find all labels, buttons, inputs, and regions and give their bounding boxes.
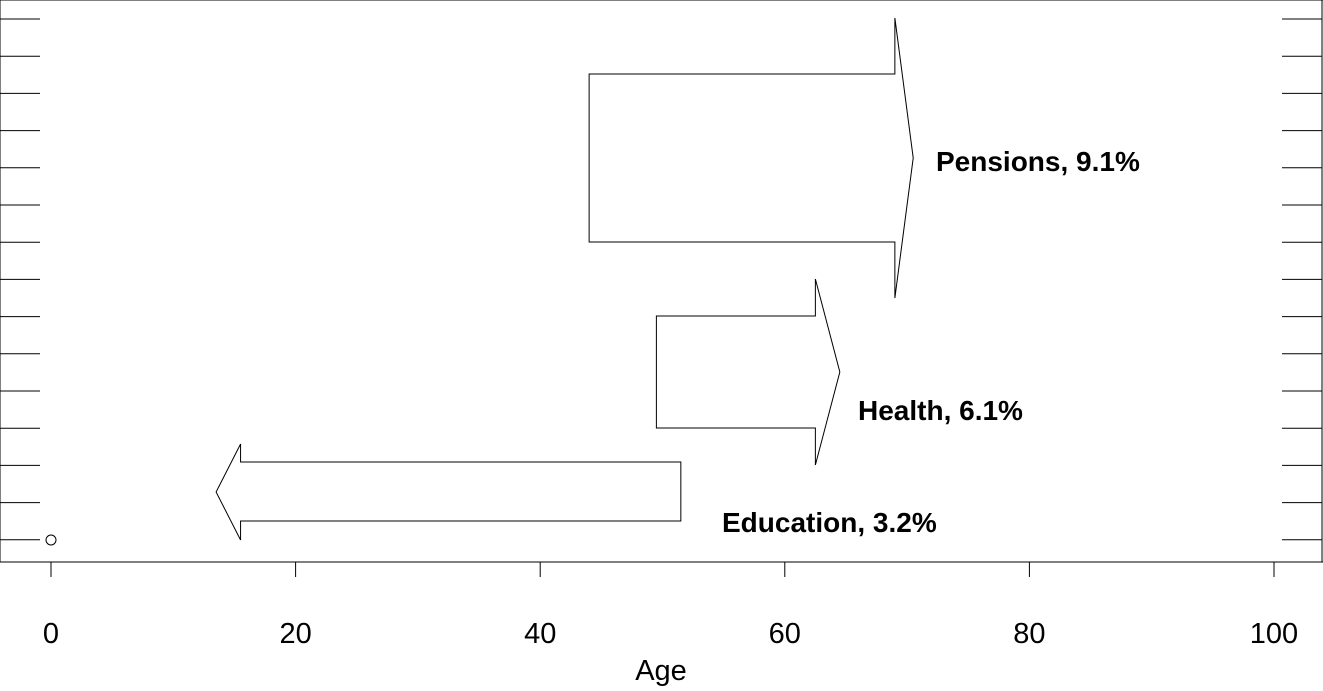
x-tick-label: 20 <box>279 618 311 650</box>
arrows-layer: Pensions, 9.1% Health, 6.1% Education, 3.2… <box>215 17 1140 541</box>
health-arrow <box>655 278 841 466</box>
pensions-arrow <box>588 17 914 299</box>
x-tick-label: 80 <box>1013 618 1045 650</box>
health-arrow-label: Health, 6.1% <box>858 395 1023 426</box>
y-minor-ticks <box>0 18 1322 541</box>
x-axis-title: Age <box>635 655 687 687</box>
x-tick-label: 0 <box>43 618 59 650</box>
x-tick-label: 40 <box>524 618 556 650</box>
pensions-arrow-label: Pensions, 9.1% <box>936 146 1140 177</box>
x-tick-label: 100 <box>1250 618 1298 650</box>
x-tick-label: 60 <box>769 618 801 650</box>
x-axis-ticks: 0 20 40 60 80 100 <box>43 562 1298 650</box>
education-arrow <box>215 443 682 541</box>
origin-point-marker <box>45 534 57 546</box>
education-arrow-label: Education, 3.2% <box>722 507 937 538</box>
